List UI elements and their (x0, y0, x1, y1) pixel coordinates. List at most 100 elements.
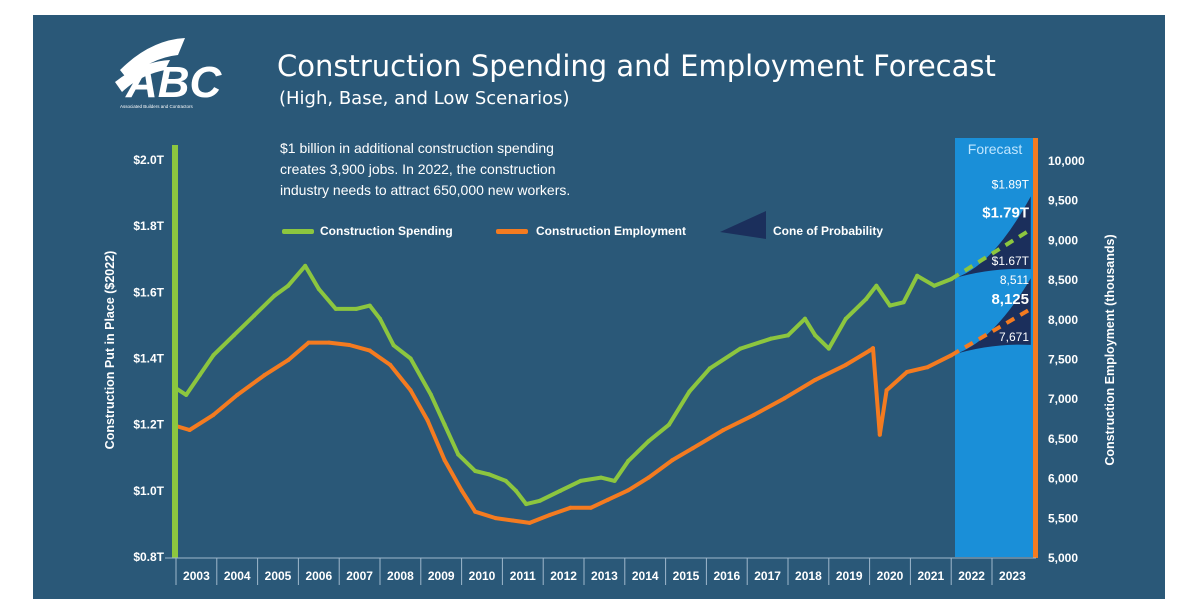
data-point (646, 475, 651, 480)
data-point (864, 296, 869, 301)
right-tick-label: 9,500 (1048, 194, 1078, 208)
data-point (905, 369, 909, 374)
data-point (388, 362, 393, 367)
data-point (408, 356, 413, 361)
x-tick-label: 2009 (428, 569, 455, 583)
x-tick-label: 2017 (754, 569, 781, 583)
forecast-low-label: 7,671 (999, 330, 1029, 344)
legend: Construction Spending Construction Emplo… (282, 211, 883, 239)
right-axis-line (1033, 138, 1038, 558)
note-line-2: creates 3,900 jobs. In 2022, the constru… (280, 161, 556, 177)
right-tick-label: 9,000 (1048, 233, 1078, 247)
data-point (211, 353, 216, 358)
x-tick-label: 2019 (836, 569, 863, 583)
forecast-base-label: 8,125 (991, 291, 1029, 308)
data-point (752, 412, 756, 417)
data-point (646, 439, 651, 444)
forecast-label: Forecast (968, 141, 1023, 157)
data-point (901, 300, 906, 305)
data-point (867, 348, 872, 353)
data-point (826, 346, 831, 351)
x-tick-label: 2003 (183, 569, 210, 583)
x-tick-label: 2022 (958, 569, 985, 583)
data-point (197, 373, 202, 378)
data-point (915, 273, 920, 278)
cone-of-probability-spending (951, 196, 1031, 280)
legend-label-cone: Cone of Probability (773, 224, 883, 238)
logo-text: ABC (125, 58, 223, 107)
data-point (687, 389, 692, 394)
x-tick-label: 2014 (632, 569, 659, 583)
right-tick-label: 7,500 (1048, 353, 1078, 367)
right-tick-label: 5,500 (1048, 511, 1078, 525)
x-tick-label: 2023 (999, 569, 1026, 583)
right-axis-label: Construction Employment (thousands) (1103, 234, 1117, 465)
x-tick-label: 2005 (265, 569, 292, 583)
cone-of-probability-employment (951, 278, 1031, 356)
left-axis-ticks: $0.8T $1.0T $1.2T $1.4T $1.6T $1.8T $2.0T (133, 153, 164, 564)
data-point (568, 505, 573, 510)
data-point (327, 340, 331, 345)
right-tick-label: 8,000 (1048, 313, 1078, 327)
data-point (527, 520, 532, 525)
note-line-3: industry needs to attract 650,000 new wo… (280, 182, 570, 198)
data-point (262, 373, 267, 378)
forecast-high-label: 8,511 (1000, 273, 1029, 287)
data-point (874, 283, 879, 288)
right-tick-label: 10,000 (1048, 154, 1085, 168)
forecast-high-label: $1.89T (992, 177, 1030, 191)
chart-subtitle: (High, Base, and Low Scenarios) (279, 88, 570, 109)
x-tick-label: 2018 (795, 569, 822, 583)
legend-swatch-employment (496, 229, 528, 234)
data-point (925, 365, 930, 370)
data-point (391, 343, 396, 348)
data-point (378, 316, 382, 321)
logo-stripe-icon (115, 60, 170, 92)
data-point (303, 263, 308, 268)
right-tick-label: 7,000 (1048, 392, 1078, 406)
data-point (813, 377, 818, 382)
abc-logo: ABC Associated Builders and Contractors (115, 38, 223, 109)
data-point (333, 306, 338, 311)
data-point (211, 412, 216, 417)
data-point (558, 488, 563, 493)
data-point (187, 427, 192, 432)
data-point (578, 478, 583, 483)
data-point (286, 283, 291, 288)
data-point (626, 488, 631, 493)
data-point (524, 502, 529, 507)
data-point (690, 446, 695, 451)
note-line-1: $1 billion in additional construction sp… (280, 140, 554, 156)
x-tick-label: 2007 (346, 569, 373, 583)
data-point (707, 366, 712, 371)
x-tick-label: 2013 (591, 569, 618, 583)
x-tick-label: 2008 (387, 569, 414, 583)
data-point (813, 333, 818, 338)
data-point (888, 303, 892, 308)
x-tick-label: 2020 (877, 569, 904, 583)
data-point (877, 432, 882, 437)
data-point (738, 346, 743, 351)
legend-swatch-spending (282, 229, 314, 234)
x-tick-label: 2021 (917, 569, 944, 583)
data-point (354, 306, 359, 311)
right-tick-label: 6,500 (1048, 432, 1078, 446)
data-point (231, 333, 236, 338)
forecast-low-label: $1.67T (992, 254, 1030, 268)
data-point (272, 293, 277, 298)
series-line-spending (174, 263, 952, 507)
data-point (442, 422, 447, 427)
forecast-base-label: $1.79T (982, 204, 1029, 221)
left-tick-label: $1.2T (133, 418, 164, 432)
data-point (425, 418, 430, 423)
data-point (184, 392, 189, 397)
data-point (408, 388, 413, 393)
data-point (670, 458, 675, 463)
data-point (510, 518, 515, 523)
data-point (932, 283, 937, 288)
data-point (843, 362, 848, 367)
data-point (306, 340, 311, 345)
data-point (537, 498, 542, 503)
data-point (493, 516, 498, 521)
x-tick-label: 2015 (673, 569, 700, 583)
